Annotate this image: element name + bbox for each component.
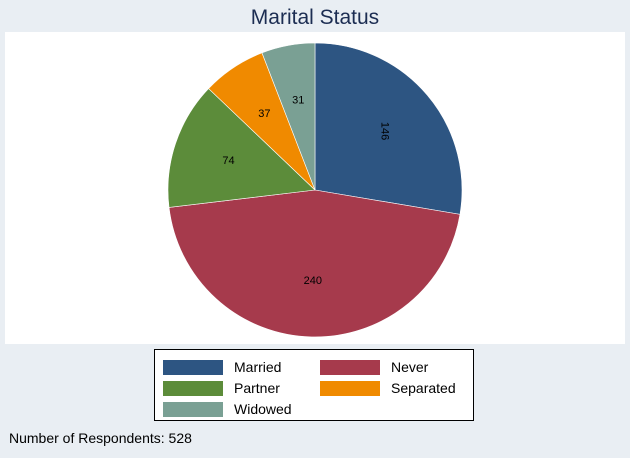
- pie-value-label-separated: 37: [258, 108, 270, 120]
- legend-swatch-widowed: [163, 401, 223, 417]
- legend-swatch-never: [320, 359, 380, 375]
- legend-item-separated: Separated: [320, 379, 456, 397]
- legend-swatch-partner: [163, 380, 223, 396]
- legend-label-married: Married: [234, 359, 282, 375]
- pie-slice-widowed: [261, 42, 316, 191]
- legend-label-partner: Partner: [234, 380, 280, 396]
- legend-label-separated: Separated: [391, 380, 456, 396]
- pie-value-label-never: 240: [304, 275, 322, 287]
- chart-title: Marital Status: [250, 6, 380, 29]
- legend-item-never: Never: [320, 358, 428, 376]
- legend-label-never: Never: [391, 359, 429, 375]
- pie-slice-married: [314, 42, 463, 215]
- legend-swatch-married: [163, 359, 223, 375]
- pie-value-label-widowed: 31: [292, 94, 304, 106]
- legend: Married Never Partner Separated Widowed: [154, 349, 474, 421]
- legend-item-widowed: Widowed: [163, 400, 292, 418]
- respondent-count-note: Number of Respondents: 528: [9, 430, 192, 446]
- pie-value-label-partner: 74: [222, 155, 234, 167]
- legend-item-married: Married: [163, 358, 281, 376]
- pie-slice-partner: [167, 88, 316, 208]
- pie-slice-never: [168, 189, 461, 338]
- legend-label-widowed: Widowed: [234, 401, 292, 417]
- pie-chart: 146 240 74 37 31: [167, 42, 463, 338]
- pie-value-label-married: 146: [379, 122, 391, 140]
- plot-region: 146 240 74 37 31: [5, 32, 625, 344]
- legend-swatch-separated: [320, 380, 380, 396]
- legend-item-partner: Partner: [163, 379, 280, 397]
